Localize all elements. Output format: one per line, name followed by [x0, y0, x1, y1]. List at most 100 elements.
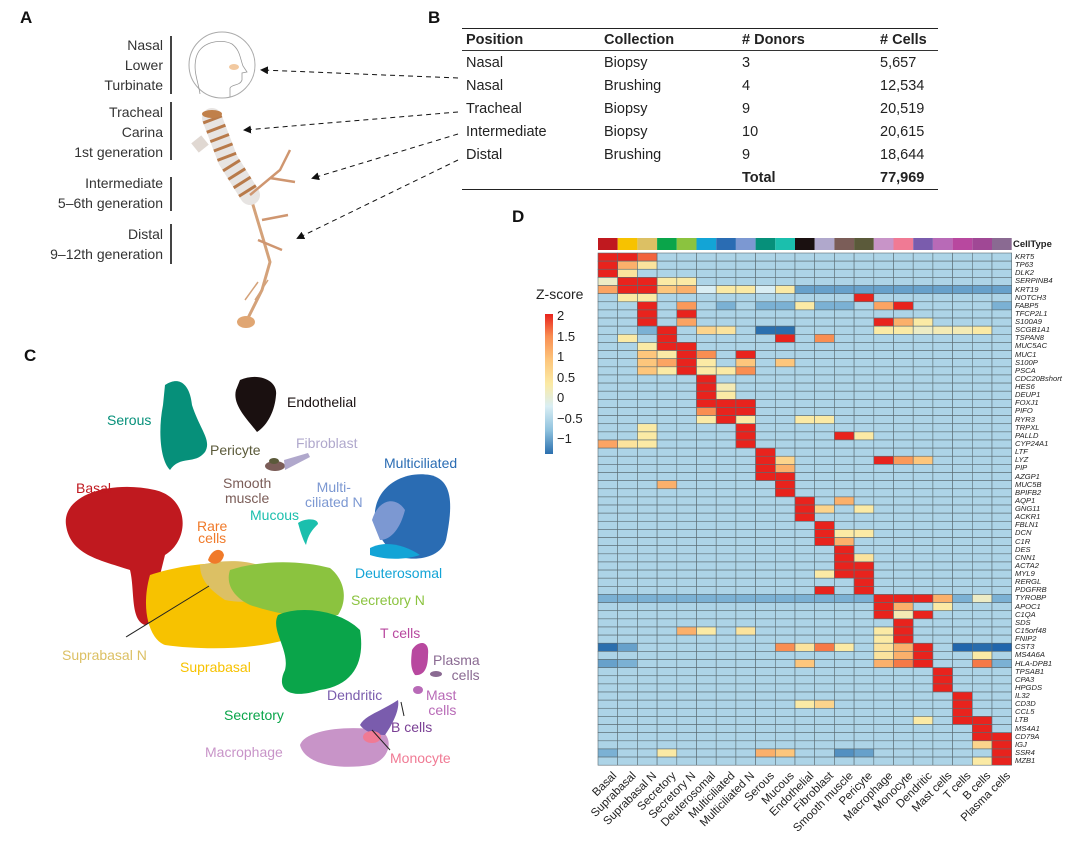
- region-bar: [170, 177, 172, 211]
- gene-label: LYZ: [1015, 455, 1029, 465]
- gene-label: AQP1: [1015, 495, 1036, 505]
- heatmap-cell: [814, 683, 835, 693]
- heatmap-cell: [893, 342, 914, 351]
- heatmap-cell: [637, 374, 658, 384]
- heatmap-cell: [932, 390, 953, 400]
- heatmap-cell: [637, 439, 658, 449]
- heatmap-cell: [755, 399, 776, 408]
- heatmap-cell: [814, 260, 835, 270]
- gene-label: KRT19: [1015, 284, 1039, 294]
- heatmap-cell: [814, 504, 835, 514]
- table-cell: 20,519: [880, 101, 925, 117]
- heatmap-cell: [814, 366, 835, 376]
- heatmap-cell: [696, 569, 717, 579]
- table-cell: Biopsy: [604, 101, 648, 117]
- heatmap-cell: [676, 724, 697, 733]
- heatmap-cell: [676, 472, 697, 481]
- heatmap-cell: [893, 431, 914, 441]
- heatmap-cell: [912, 561, 934, 571]
- heatmap-cell: [617, 707, 638, 717]
- heatmap-cell: [656, 699, 678, 709]
- cluster-secretory-n: [228, 562, 344, 617]
- heatmap-cell: [617, 748, 638, 758]
- heatmap-cell: [873, 488, 894, 498]
- heatmap-cell: [617, 732, 638, 742]
- heatmap-cell: [952, 651, 973, 660]
- heatmap-cell: [912, 399, 934, 408]
- heatmap-cell: [932, 724, 953, 733]
- heatmap-cell: [991, 707, 1013, 717]
- gene-label: C15orf48: [1015, 625, 1047, 635]
- heatmap-cell: [774, 699, 796, 709]
- heatmap-cell: [656, 455, 678, 465]
- heatmap-cell: [794, 618, 816, 628]
- heatmap-cell: [873, 277, 894, 286]
- heatmap-cell: [834, 659, 855, 668]
- heatmap-cell: [991, 569, 1013, 579]
- heatmap-cell: [873, 268, 894, 278]
- heatmap-cell: [715, 431, 737, 441]
- heatmap-cell: [735, 480, 756, 490]
- heatmap-cell: [834, 667, 855, 677]
- heatmap-cell: [971, 602, 993, 612]
- cluster-smooth-muscle: [265, 461, 285, 471]
- heatmap-cell: [912, 309, 934, 319]
- colorbar-tick: 1.5: [557, 328, 576, 344]
- heatmap-cell: [794, 358, 816, 368]
- heatmap-cell: [932, 756, 953, 766]
- heatmap-cell: [637, 651, 658, 660]
- heatmap-cell: [853, 390, 875, 400]
- heatmap-cell: [853, 268, 875, 278]
- heatmap-cell: [617, 520, 638, 530]
- heatmap-cell: [735, 594, 756, 603]
- heatmap-cell: [814, 569, 835, 579]
- heatmap-cell: [932, 317, 953, 327]
- heatmap-cell: [774, 325, 796, 335]
- heatmap-cell: [597, 553, 619, 563]
- heatmap-cell: [893, 447, 914, 457]
- colorbar: [545, 314, 553, 454]
- heatmap-cell: [853, 642, 875, 652]
- heatmap-cell: [794, 724, 816, 733]
- gene-label: BPIFB2: [1015, 487, 1042, 497]
- gene-label: DLK2: [1015, 268, 1034, 278]
- heatmap-cell: [637, 431, 658, 441]
- heatmap-cell: [755, 285, 776, 294]
- heatmap-cell: [853, 325, 875, 335]
- heatmap-cell: [617, 293, 638, 303]
- heatmap-cell: [971, 301, 993, 311]
- heatmap-cell: [932, 488, 953, 498]
- heatmap-cell: [617, 439, 638, 449]
- table-cell: Nasal: [466, 78, 504, 94]
- heatmap-cell: [912, 667, 934, 677]
- cluster-endothelial: [235, 376, 277, 432]
- heatmap-cell: [814, 358, 835, 368]
- heatmap-cell: [617, 586, 638, 595]
- heatmap-cell: [656, 488, 678, 498]
- heatmap-cell: [952, 407, 973, 416]
- heatmap-cell: [834, 277, 855, 286]
- heatmap-cell: [932, 504, 953, 514]
- heatmap-cell: [853, 561, 875, 571]
- heatmap-cell: [597, 423, 619, 433]
- heatmap-cell: [735, 399, 756, 408]
- gene-label: RYR3: [1015, 414, 1035, 424]
- heatmap-cell: [853, 350, 875, 359]
- heatmap-cell: [735, 699, 756, 709]
- heatmap-cell: [617, 553, 638, 563]
- region-distal: Distal 9–12th generation: [50, 224, 163, 264]
- celltype-color-bar: [932, 238, 953, 250]
- heatmap-cell: [735, 732, 756, 742]
- heatmap-cell: [755, 431, 776, 441]
- heatmap-cell: [873, 537, 894, 546]
- heatmap-cell: [814, 431, 835, 441]
- heatmap-cell: [853, 675, 875, 685]
- heatmap-cell: [597, 399, 619, 408]
- heatmap-cell: [774, 301, 796, 311]
- heatmap-cell: [597, 301, 619, 311]
- heatmap-cell: [637, 529, 658, 538]
- heatmap-cell: [656, 569, 678, 579]
- heatmap-cell: [971, 455, 993, 465]
- heatmap-cell: [715, 699, 737, 709]
- heatmap-cell: [932, 464, 953, 473]
